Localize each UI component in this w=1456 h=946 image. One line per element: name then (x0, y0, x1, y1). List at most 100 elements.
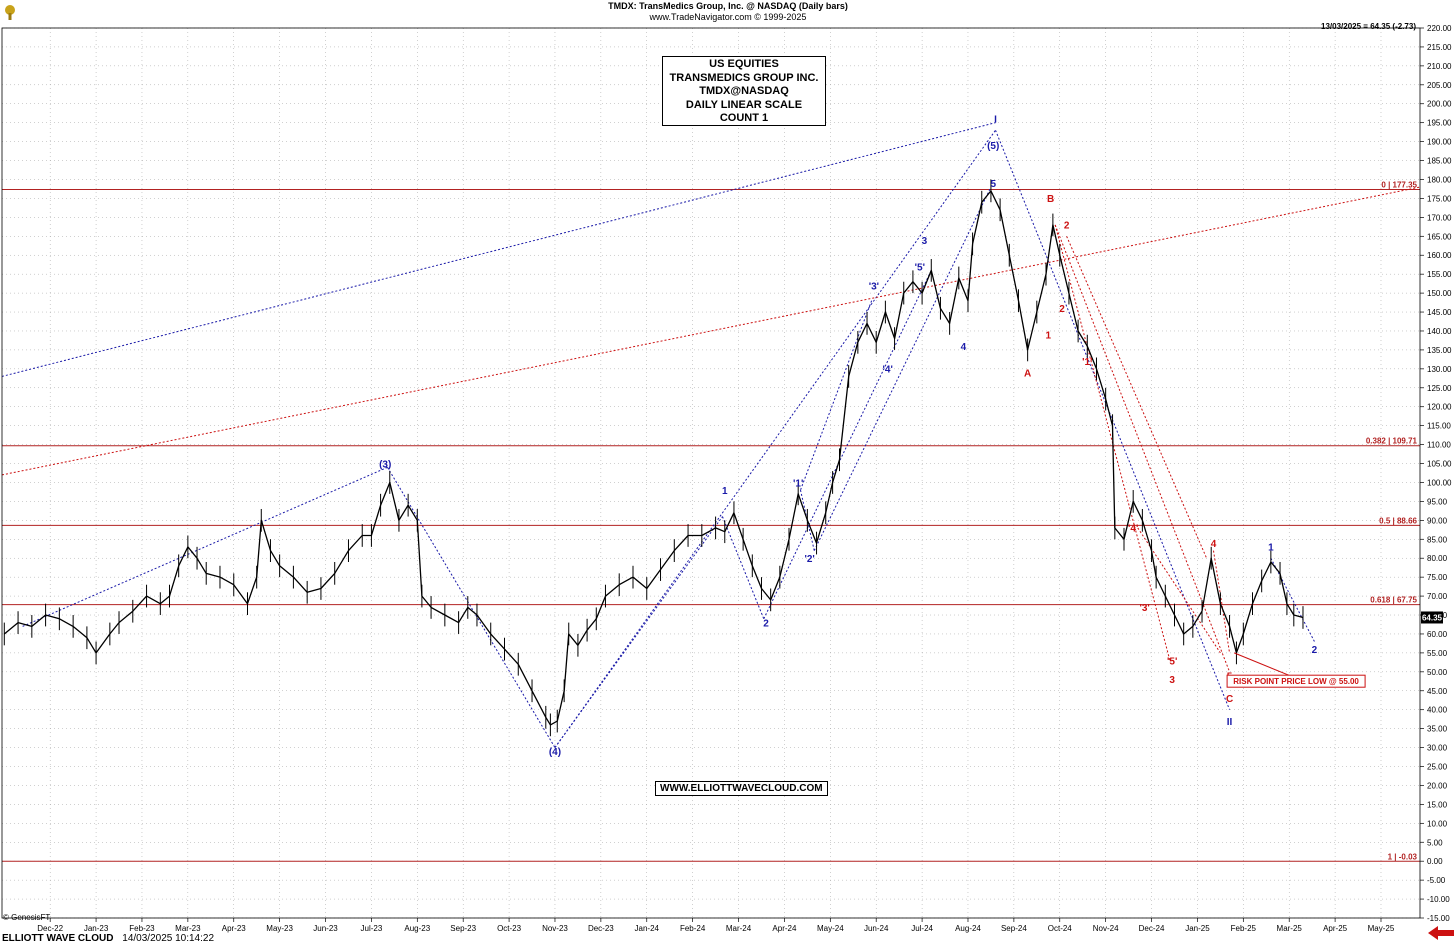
wave-label: '4' (883, 365, 893, 376)
info-line-1: US EQUITIES (709, 58, 779, 70)
scroll-left-arrow-icon[interactable] (1428, 926, 1454, 940)
x-tick-label: Nov-23 (542, 924, 568, 933)
info-line-2: TRANSMEDICS GROUP INC. (669, 71, 819, 84)
y-tick-label: 170.00 (1427, 213, 1452, 222)
y-tick-label: 140.00 (1427, 327, 1452, 336)
y-tick-label: 95.00 (1427, 497, 1448, 506)
website-label: WWW.ELLIOTTWAVECLOUD.COM (655, 781, 828, 796)
wave-label: 1 (1268, 543, 1274, 554)
x-tick-label: Apr-24 (772, 924, 797, 933)
wave-label: 2 (763, 618, 769, 629)
trade-navigator-logo (3, 3, 17, 21)
y-tick-label: 180.00 (1427, 175, 1452, 184)
y-tick-label: 70.00 (1427, 592, 1448, 601)
risk-pointer-line (1233, 652, 1297, 679)
wave-label: (3) (379, 459, 391, 470)
wave-label: (4) (549, 747, 561, 758)
y-tick-label: 40.00 (1427, 706, 1448, 715)
y-tick-label: -15.00 (1427, 914, 1450, 923)
y-tick-label: 155.00 (1427, 270, 1452, 279)
wave-label: II (1227, 717, 1233, 728)
y-tick-label: 85.00 (1427, 535, 1448, 544)
blue-wave-line (813, 186, 992, 551)
wave-label: '1' (793, 478, 803, 489)
fib-level-label: 1 | -0.03 (1388, 852, 1418, 861)
x-tick-label: Sep-24 (1001, 924, 1027, 933)
copyright: © GenesisFT (3, 913, 51, 922)
y-tick-label: 210.00 (1427, 62, 1452, 71)
x-tick-label: Sep-23 (450, 924, 476, 933)
y-tick-label: -10.00 (1427, 895, 1450, 904)
y-tick-label: 55.00 (1427, 649, 1448, 658)
x-tick-label: Feb-25 (1231, 924, 1257, 933)
x-tick-label: Mar-25 (1277, 924, 1303, 933)
y-tick-label: 15.00 (1427, 800, 1448, 809)
x-tick-label: May-23 (266, 924, 293, 933)
price-series (3, 179, 1304, 737)
blue-wave-line (387, 467, 556, 748)
x-tick-label: Mar-24 (726, 924, 752, 933)
wave-label: '3' (1139, 603, 1149, 614)
wave-label: C (1226, 694, 1233, 705)
last-price-label: 64.35 (1422, 613, 1443, 622)
red-wave-line (1066, 236, 1208, 559)
wave-label: I (994, 115, 997, 126)
wave-label: 4 (1211, 539, 1217, 550)
fib-level-label: 0 | 177.35 (1381, 181, 1417, 190)
y-tick-label: 195.00 (1427, 119, 1452, 128)
y-tick-label: 35.00 (1427, 725, 1448, 734)
red-wave-line (1, 186, 1421, 476)
y-tick-label: 120.00 (1427, 403, 1452, 412)
risk-label-box (1226, 674, 1366, 688)
x-tick-label: Jun-24 (864, 924, 889, 933)
plot-frame (1, 27, 1421, 919)
x-tick-label: Aug-23 (404, 924, 430, 933)
fibonacci-levels: 0 | 177.35 0.382 | 109.71 0.5 | 88.66 0.618… (2, 181, 1420, 862)
wave-label: '5' (1167, 656, 1177, 667)
x-tick-label: Dec-23 (588, 924, 614, 933)
y-tick-label: 110.00 (1427, 441, 1451, 450)
wave-label: A (1024, 368, 1031, 379)
wave-label: '4' (1128, 524, 1138, 535)
y-tick-label: 80.00 (1427, 554, 1448, 563)
y-tick-label: 165.00 (1427, 232, 1452, 241)
chart-title: TMDX: TransMedics Group, Inc. @ NASDAQ (… (608, 1, 848, 11)
wave-label: '1' (1082, 357, 1092, 368)
x-tick-label: Oct-24 (1048, 924, 1073, 933)
blue-wave-line (22, 466, 388, 627)
y-tick-label: 135.00 (1427, 346, 1452, 355)
y-tick-label: 190.00 (1427, 138, 1452, 147)
y-tick-label: 125.00 (1427, 384, 1452, 393)
x-tick-label: Dec-24 (1139, 924, 1165, 933)
wave-label: '5' (915, 262, 925, 273)
y-tick-label: 0.00 (1427, 857, 1443, 866)
x-tick-label: Jan-23 (84, 924, 109, 933)
wave-label: 3 (922, 236, 928, 247)
y-tick-label: 220.00 (1427, 24, 1452, 33)
wave-label: B (1047, 194, 1054, 205)
blue-wave-line (1, 122, 996, 377)
y-tick-label: 10.00 (1427, 819, 1448, 828)
y-tick-label: 145.00 (1427, 308, 1452, 317)
info-box: US EQUITIES TRANSMEDICS GROUP INC. TMDX@… (662, 56, 826, 126)
y-tick-label: 185.00 (1427, 157, 1452, 166)
y-tick-label: 60.00 (1427, 630, 1448, 639)
fib-level-label: 0.382 | 109.71 (1366, 437, 1418, 446)
y-tick-label: 175.00 (1427, 194, 1452, 203)
footer-brand: ELLIOTT WAVE CLOUD (2, 933, 114, 944)
wave-label: 2 (1059, 304, 1065, 315)
x-tick-label: Feb-23 (129, 924, 155, 933)
y-tick-label: 200.00 (1427, 100, 1452, 109)
wave-label: 3 (1169, 675, 1175, 686)
y-tick-label: 115.00 (1427, 422, 1451, 431)
y-tick-label: 150.00 (1427, 289, 1452, 298)
y-tick-label: 5.00 (1427, 838, 1443, 847)
y-tick-label: 75.00 (1427, 573, 1448, 582)
y-tick-label: 100.00 (1427, 478, 1452, 487)
wave-label: 1 (722, 486, 728, 497)
y-tick-label: 30.00 (1427, 744, 1448, 753)
info-line-5: COUNT 1 (719, 112, 769, 124)
x-tick-label: Feb-24 (680, 924, 706, 933)
footer-datetime: 14/03/2025 10:14:22 (122, 933, 215, 944)
red-wave-line (1213, 550, 1231, 653)
